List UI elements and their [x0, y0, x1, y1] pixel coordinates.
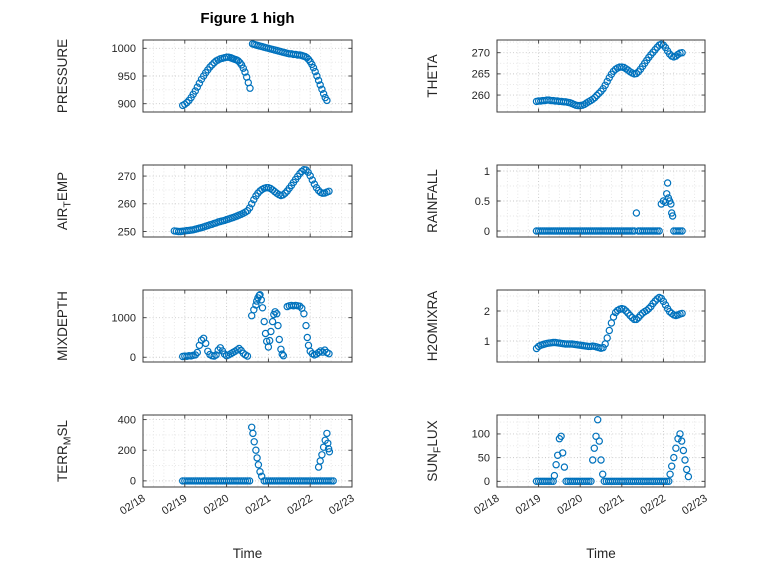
scatter-points [532, 293, 686, 353]
y-axis-label-theta: THETA [425, 54, 440, 97]
xlabel-left: Time [232, 546, 263, 561]
y-tick-label: 200 [118, 445, 136, 457]
subplot-theta: 260 265 270 THETA [425, 39, 706, 113]
y-tick-label: 0 [484, 476, 490, 488]
y-tick-label: 400 [118, 414, 136, 426]
grid [497, 415, 705, 487]
axes-box [496, 39, 706, 113]
subplot-sun-flux: 0 50 100 SUNFLUX 02/18 02/19 02/20 02/21 02/22 02… [425, 414, 710, 518]
figure-title: Figure 1 high [200, 10, 295, 27]
x-tick-label: 02/22 [638, 492, 668, 517]
subplot-air-temp: 250 260 270 AIRTEMP [55, 164, 353, 238]
subplot-h2omixra: 1 2 H2OMIXRA [425, 289, 706, 363]
x-tick-label: 02/18 [472, 492, 502, 517]
y-tick-label: 2 [484, 306, 490, 318]
tick-marks [496, 415, 706, 487]
grid [143, 415, 352, 487]
y-tick-label: 0.5 [475, 196, 490, 208]
tick-marks [496, 40, 706, 112]
tick-marks [496, 165, 706, 237]
y-axis-label-terr-msl: TERRMSL [55, 420, 74, 483]
scatter-points [532, 40, 686, 110]
y-axis-label-pressure: PRESSURE [55, 39, 70, 113]
subplot-pressure: 900 950 1000 PRESSURE [55, 39, 353, 113]
y-tick-label: 50 [478, 452, 490, 464]
y-tick-label: 270 [118, 171, 136, 183]
scatter-points [532, 179, 686, 235]
scatter-points [178, 291, 333, 361]
scatter-points [178, 40, 331, 110]
y-tick-label: 250 [118, 226, 136, 238]
x-tick-label: 02/20 [555, 492, 585, 517]
tick-marks [142, 40, 353, 112]
y-tick-label: 950 [118, 71, 136, 83]
subplot-rainfall: 0 0.5 1 RAINFALL [425, 164, 706, 238]
axes-box [142, 414, 353, 488]
scatter-points [532, 416, 693, 485]
x-tick-label: 02/18 [118, 492, 148, 517]
axes-box [142, 164, 353, 238]
y-tick-label: 900 [118, 98, 136, 110]
y-tick-label: 0 [130, 476, 136, 488]
grid [143, 40, 352, 112]
y-tick-label: 260 [118, 199, 136, 211]
axes-box [496, 289, 706, 363]
y-tick-label: 265 [472, 69, 490, 81]
y-axis-label-h2omixra: H2OMIXRA [425, 291, 440, 362]
y-tick-label: 260 [472, 90, 490, 102]
scatter-points [178, 423, 337, 485]
tick-marks [142, 415, 353, 487]
tick-marks [496, 290, 706, 362]
axes-box [496, 414, 706, 488]
y-tick-label: 0 [130, 352, 136, 364]
grid [497, 165, 705, 237]
tick-marks [142, 165, 353, 237]
y-axis-label-rainfall: RAINFALL [425, 169, 440, 233]
grid [497, 40, 705, 112]
subplot-mixdepth: 0 1000 MIXDEPTH [55, 289, 353, 364]
y-tick-label: 270 [472, 48, 490, 60]
y-tick-label: 1 [484, 336, 490, 348]
scatter-points [170, 165, 333, 236]
x-tick-label: 02/21 [243, 492, 273, 517]
y-tick-label: 1000 [112, 43, 136, 55]
xlabel-right: Time [586, 546, 616, 561]
x-tick-label: 02/19 [514, 492, 544, 517]
x-tick-label: 02/22 [285, 492, 315, 517]
y-tick-label: 1 [484, 166, 490, 178]
x-tick-label: 02/19 [160, 492, 190, 517]
subplot-terr-msl: 0 200 400 TERRMSL 02/18 02/19 02/20 02/21 02/22 0… [55, 414, 357, 517]
tick-marks [142, 290, 353, 362]
grid [143, 290, 352, 362]
x-tick-label: 02/23 [680, 492, 710, 517]
y-axis-label-air-temp: AIRTEMP [55, 172, 74, 230]
y-tick-label: 100 [472, 429, 490, 441]
x-tick-label: 02/20 [202, 492, 232, 517]
y-axis-label-mixdepth: MIXDEPTH [55, 291, 70, 361]
y-axis-label-sun-flux: SUNFLUX [425, 420, 444, 481]
y-tick-label: 0 [484, 226, 490, 238]
grid [143, 165, 352, 237]
y-tick-label: 1000 [112, 312, 136, 324]
x-tick-label: 02/21 [597, 492, 627, 517]
axes-box [142, 289, 353, 363]
x-tick-label: 02/23 [327, 492, 357, 517]
